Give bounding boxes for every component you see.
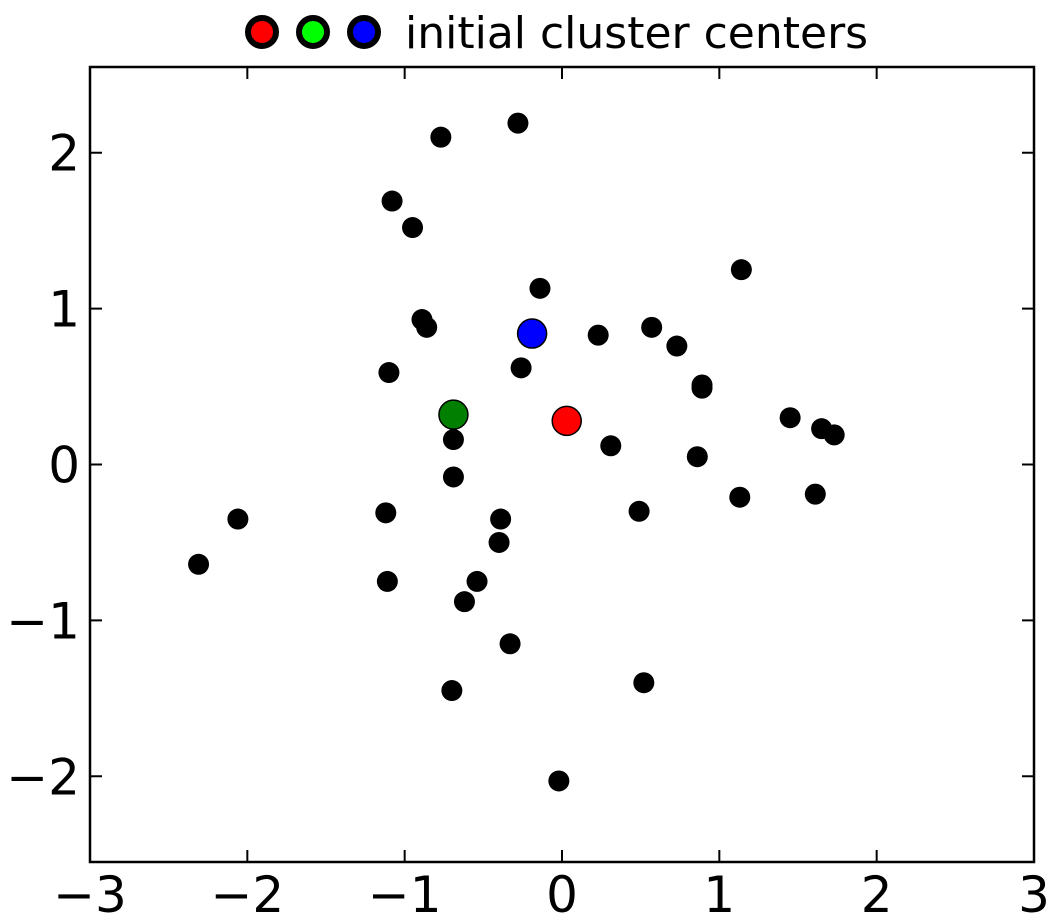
data-point xyxy=(381,190,403,212)
y-tick-label: −1 xyxy=(6,592,80,650)
data-point xyxy=(729,486,751,508)
x-tick-label: −1 xyxy=(368,866,442,922)
data-point xyxy=(376,570,398,592)
y-tick-label: −2 xyxy=(6,748,80,806)
data-point xyxy=(499,633,521,655)
data-point xyxy=(666,335,688,357)
data-point xyxy=(628,500,650,522)
x-tick-label: −2 xyxy=(210,866,284,922)
data-point xyxy=(442,429,464,451)
y-tick-label: 2 xyxy=(48,125,80,183)
data-points xyxy=(188,112,845,792)
data-point xyxy=(488,531,510,553)
data-point xyxy=(375,502,397,524)
chart-title: initial cluster centers xyxy=(405,8,868,59)
chart-legend: initial cluster centers xyxy=(245,8,868,59)
data-point xyxy=(453,591,475,613)
data-point xyxy=(641,316,663,338)
data-point xyxy=(227,508,249,530)
data-point xyxy=(490,508,512,530)
data-point xyxy=(188,553,210,575)
data-point xyxy=(691,377,713,399)
data-point xyxy=(633,672,655,694)
data-point xyxy=(466,570,488,592)
data-point xyxy=(507,112,529,134)
axis-tick-labels: −3 −2 −1 0 1 2 3 −2 −1 0 1 2 xyxy=(6,125,1050,922)
y-tick-label: 0 xyxy=(48,437,80,495)
data-point xyxy=(823,424,845,446)
data-point xyxy=(402,217,424,239)
data-point xyxy=(416,316,438,338)
x-tick-label: 1 xyxy=(703,866,735,922)
axis-ticks xyxy=(89,67,1035,862)
data-point xyxy=(510,357,532,379)
x-tick-label: 2 xyxy=(861,866,893,922)
data-point xyxy=(804,483,826,505)
data-point xyxy=(686,446,708,468)
data-point xyxy=(779,407,801,429)
data-point xyxy=(600,435,622,457)
x-tick-label: 0 xyxy=(546,866,578,922)
data-point xyxy=(529,277,551,299)
cluster-center-point xyxy=(516,318,548,349)
plot-area xyxy=(88,65,1036,864)
x-tick-label: −3 xyxy=(53,866,127,922)
legend-marker xyxy=(245,15,279,49)
data-point xyxy=(587,324,609,346)
x-tick-label: 3 xyxy=(1018,866,1050,922)
legend-marker xyxy=(296,15,330,49)
data-point xyxy=(548,770,570,792)
cluster-center-point xyxy=(551,405,582,437)
legend-marker xyxy=(347,15,381,49)
data-point xyxy=(378,362,400,384)
data-point xyxy=(441,680,463,702)
data-point xyxy=(430,126,452,148)
y-tick-label: 1 xyxy=(48,281,80,339)
data-point xyxy=(730,259,752,281)
cluster-center-point xyxy=(438,399,469,430)
data-point xyxy=(442,466,464,488)
